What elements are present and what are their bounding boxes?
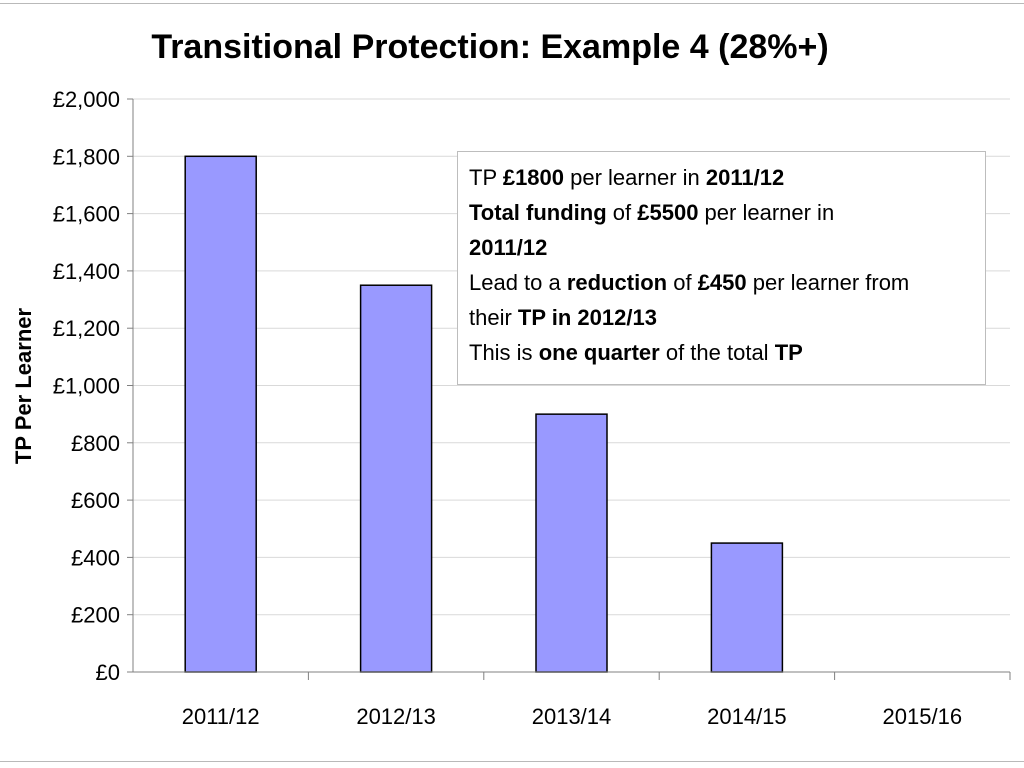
annotation-segment: 2011/12 — [469, 235, 548, 260]
annotation-segment: £450 — [697, 270, 747, 295]
annotation-segment: per learner in — [564, 165, 706, 190]
annotation-text: TP £1800 per learner in 2011/12 Total fun… — [469, 160, 975, 370]
top-divider — [0, 3, 1024, 4]
y-tick-label: £1,800 — [53, 144, 120, 169]
y-tick-label: £800 — [71, 431, 120, 456]
bar-2014-15 — [710, 542, 784, 673]
annotation-line: TP £1800 per learner in 2011/12 — [469, 160, 975, 195]
annotation-segment: per learner in — [698, 200, 835, 225]
y-tick-label: £0 — [96, 660, 120, 685]
annotation-segment: TP in 2012/13 — [517, 305, 657, 330]
annotation-box: TP £1800 per learner in 2011/12 Total fun… — [457, 151, 986, 385]
axes — [127, 98, 1011, 680]
bar-2012-13 — [359, 284, 433, 673]
bars — [184, 155, 784, 673]
y-tick-labels: £0 £200 £400 £600 £800 £1,000 £1,200 £1,400 £1,6… — [53, 87, 120, 685]
annotation-segment: £5500 — [637, 200, 699, 225]
annotation-segment: of — [606, 200, 638, 225]
bar-2013-14 — [535, 413, 608, 673]
x-tick-label: 2013/14 — [532, 704, 612, 729]
annotation-segment: their — [469, 305, 518, 330]
annotation-segment: reduction — [566, 270, 668, 295]
annotation-line: This is one quarter of the total TP — [469, 335, 975, 370]
x-tick-label: 2015/16 — [883, 704, 963, 729]
y-tick-label: £600 — [71, 488, 120, 513]
annotation-line: Total funding of £5500 per learner in — [469, 195, 975, 230]
annotation-segment: 2011/12 — [705, 165, 785, 190]
y-tick-label: £1,400 — [53, 259, 120, 284]
annotation-line: their TP in 2012/13 — [469, 300, 975, 335]
x-tick-label: 2011/12 — [182, 704, 260, 729]
annotation-segment: This is — [469, 340, 539, 365]
annotation-segment: one quarter — [538, 340, 660, 365]
y-tick-label: £2,000 — [53, 87, 120, 112]
y-tick-label: £1,200 — [53, 316, 120, 341]
annotation-segment: per learner from — [746, 270, 910, 295]
y-axis-label: TP Per Learner — [11, 308, 36, 465]
y-tick-label: £200 — [71, 603, 120, 628]
annotation-segment: TP — [774, 340, 803, 365]
bar-2011-12 — [184, 155, 257, 673]
annotation-segment: TP — [469, 165, 503, 190]
annotation-line: Lead to a reduction of £450 per learner … — [469, 265, 975, 300]
y-tick-label: £1,000 — [53, 374, 120, 399]
chart-title: Transitional Protection: Example 4 (28%+… — [151, 28, 828, 66]
annotation-segment: Total funding — [469, 200, 607, 225]
x-tick-labels: 2011/12 2012/13 2013/14 2014/15 2015/16 — [182, 704, 962, 729]
annotation-segment: of — [667, 270, 698, 295]
bottom-divider — [0, 761, 1024, 762]
y-tick-label: £1,600 — [53, 202, 120, 227]
annotation-segment: Lead to a — [469, 270, 567, 295]
annotation-segment: of the total — [659, 340, 775, 365]
annotation-segment: £1800 — [502, 165, 565, 190]
y-tick-label: £400 — [71, 545, 120, 570]
x-tick-label: 2012/13 — [356, 704, 436, 729]
x-tick-label: 2014/15 — [707, 704, 787, 729]
annotation-line: 2011/12 — [469, 230, 975, 265]
